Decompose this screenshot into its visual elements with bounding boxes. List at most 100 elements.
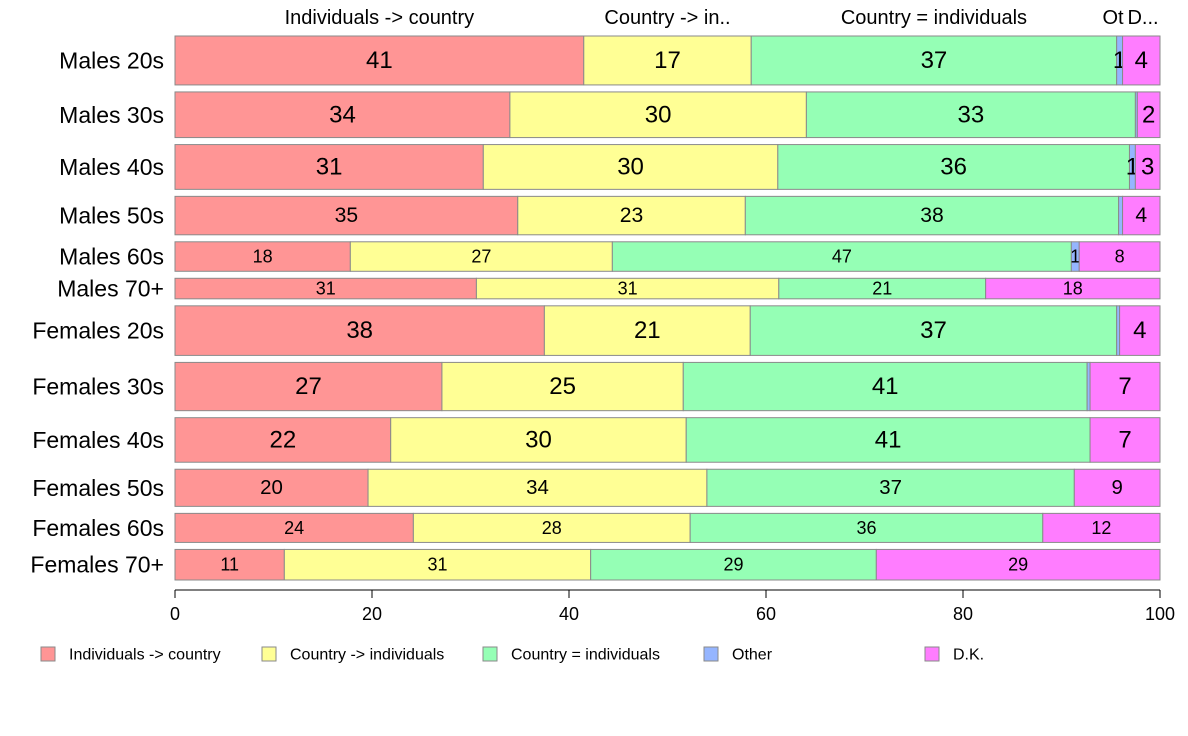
bar-segment bbox=[174, 305, 545, 356]
category-label: Males 20s bbox=[59, 47, 164, 73]
bar-segment bbox=[1089, 361, 1161, 412]
bar-segment bbox=[482, 144, 779, 190]
data-label: 30 bbox=[525, 426, 552, 453]
category-label: Females 60s bbox=[32, 515, 164, 541]
category-label: Females 20s bbox=[32, 318, 164, 344]
bar-segment bbox=[174, 241, 351, 272]
bar-segment bbox=[1136, 91, 1161, 139]
data-label: 7 bbox=[1118, 426, 1131, 453]
data-label: 12 bbox=[1091, 518, 1111, 538]
data-label: 38 bbox=[920, 204, 944, 227]
category-label: Males 60s bbox=[59, 244, 164, 270]
data-label: 11 bbox=[220, 555, 239, 575]
bar-segment bbox=[590, 548, 877, 581]
top-segment-label: Ot bbox=[1102, 7, 1124, 29]
legend-label: Country = individuals bbox=[511, 647, 660, 664]
data-label: 3 bbox=[1141, 153, 1154, 180]
data-label: 1 bbox=[1070, 247, 1080, 267]
category-label: Males 70+ bbox=[57, 276, 164, 302]
category-label: Females 70+ bbox=[30, 552, 164, 578]
top-segment-label: D... bbox=[1127, 7, 1158, 29]
data-label: 34 bbox=[526, 477, 549, 499]
data-label: 31 bbox=[316, 153, 343, 180]
bar-segment bbox=[750, 35, 1118, 86]
data-label: 21 bbox=[634, 317, 661, 344]
data-label: 38 bbox=[346, 317, 373, 344]
x-tick-label: 40 bbox=[559, 604, 579, 624]
data-label: 31 bbox=[427, 555, 447, 575]
data-label: 36 bbox=[940, 153, 967, 180]
x-tick-label: 0 bbox=[170, 604, 180, 624]
bar-segment bbox=[1073, 468, 1161, 507]
data-label: 29 bbox=[1008, 555, 1028, 575]
data-label: 27 bbox=[471, 247, 491, 267]
bar-segment bbox=[1089, 417, 1161, 463]
bar-segment bbox=[744, 195, 1120, 236]
legend-swatch bbox=[40, 646, 56, 662]
bar-segment bbox=[611, 241, 1072, 272]
data-label: 36 bbox=[856, 518, 876, 538]
data-label: 33 bbox=[958, 101, 985, 128]
bar-segment bbox=[1042, 512, 1161, 543]
category-label: Females 30s bbox=[32, 374, 164, 400]
x-tick-label: 20 bbox=[362, 604, 382, 624]
bar-segment bbox=[174, 512, 414, 543]
data-label: 21 bbox=[872, 279, 892, 299]
data-label: 25 bbox=[549, 373, 576, 400]
legend-swatch bbox=[703, 646, 719, 662]
data-label: 24 bbox=[284, 518, 304, 538]
data-label: 31 bbox=[618, 279, 638, 299]
category-label: Females 40s bbox=[32, 427, 164, 453]
data-label: 31 bbox=[316, 279, 336, 299]
data-label: 4 bbox=[1135, 47, 1148, 74]
category-label: Males 50s bbox=[59, 203, 164, 229]
data-label: 17 bbox=[654, 47, 681, 74]
top-segment-label: Country -> in.. bbox=[604, 7, 730, 29]
bar-segment bbox=[174, 195, 519, 236]
bar-segment bbox=[174, 468, 369, 507]
data-label: 34 bbox=[329, 101, 356, 128]
data-label: 4 bbox=[1135, 204, 1147, 227]
data-label: 7 bbox=[1118, 373, 1131, 400]
legend-swatch bbox=[482, 646, 498, 662]
data-label: 47 bbox=[832, 247, 852, 267]
bar-segment bbox=[583, 35, 752, 86]
data-label: 27 bbox=[295, 373, 322, 400]
legend-label: Individuals -> country bbox=[69, 647, 221, 664]
data-label: 22 bbox=[270, 426, 297, 453]
category-label: Females 50s bbox=[32, 475, 164, 501]
bar-segment bbox=[685, 417, 1091, 463]
legend-swatch bbox=[261, 646, 277, 662]
category-label: Males 30s bbox=[59, 102, 164, 128]
data-label: 37 bbox=[920, 317, 947, 344]
data-label: 35 bbox=[335, 204, 359, 227]
bar-segment bbox=[682, 361, 1088, 412]
data-label: 18 bbox=[253, 247, 273, 267]
x-tick-label: 80 bbox=[953, 604, 973, 624]
data-label: 30 bbox=[617, 153, 644, 180]
bar-segment bbox=[1122, 35, 1161, 86]
data-label: 41 bbox=[366, 47, 393, 74]
bar-segment bbox=[1119, 305, 1161, 356]
bar-segment bbox=[174, 91, 511, 139]
bar-segment bbox=[174, 361, 443, 412]
bar-segment bbox=[749, 305, 1118, 356]
data-label: 30 bbox=[645, 101, 672, 128]
bar-segment bbox=[543, 305, 751, 356]
bar-segment bbox=[706, 468, 1075, 507]
bar-segment bbox=[1122, 195, 1161, 236]
data-label: 18 bbox=[1063, 279, 1083, 299]
data-label: 41 bbox=[872, 373, 899, 400]
data-label: 37 bbox=[921, 47, 948, 74]
data-label: 20 bbox=[260, 477, 283, 499]
bar-segment bbox=[1134, 144, 1161, 190]
data-label: 4 bbox=[1133, 317, 1146, 344]
data-label: 28 bbox=[542, 518, 562, 538]
data-label: 2 bbox=[1142, 101, 1155, 128]
data-label: 23 bbox=[620, 204, 644, 227]
legend-label: D.K. bbox=[953, 647, 984, 664]
bar-segment bbox=[517, 195, 746, 236]
bar-segment bbox=[174, 417, 392, 463]
bar-segment bbox=[875, 548, 1161, 581]
